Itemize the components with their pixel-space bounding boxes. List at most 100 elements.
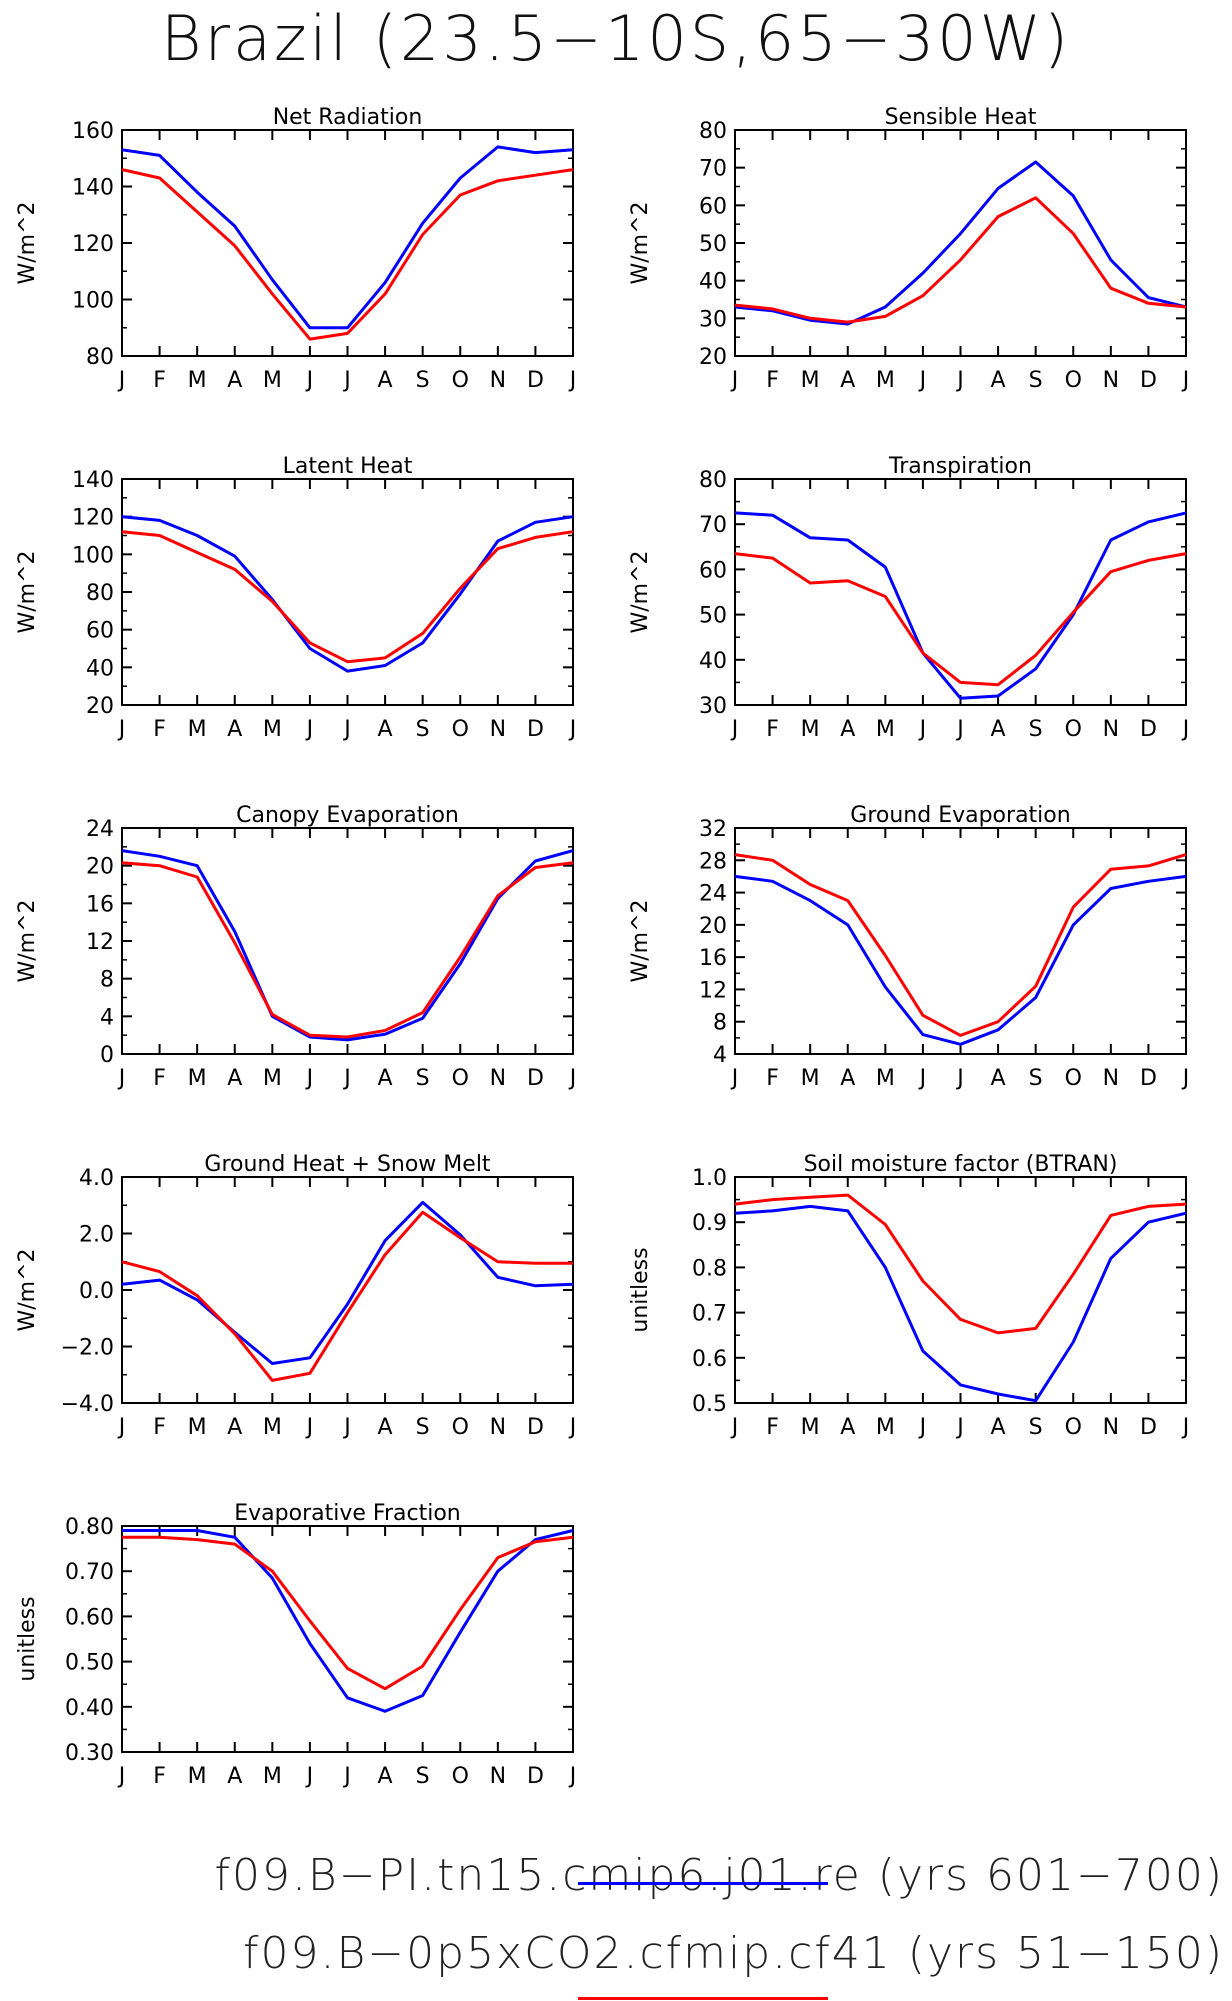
series-line-1 [121,145,574,330]
x-tick-label: J [918,717,927,742]
x-tick-label: J [1181,717,1190,742]
x-tick-label: M [801,717,820,742]
series-line-2 [121,168,574,341]
x-tick-label: J [1181,1415,1190,1440]
chart-panel-7: Ground Heat + Snow Melt W/m^2 −4.0 −2.0 0.0 2… [15,1152,576,1440]
y-tick-label: 60 [699,558,727,583]
x-tick-label: O [1065,368,1082,393]
x-tick-label: J [955,1066,964,1091]
chart-title: Canopy Evaporation [236,803,459,828]
x-tick-label: N [490,1764,506,1789]
x-tick-label: S [1029,1415,1043,1440]
x-tick-label: S [1029,1066,1043,1091]
x-tick-label: J [918,1066,927,1091]
x-tick-label: A [378,1764,393,1789]
plot-frame [734,478,1187,706]
legend-swatch-1 [578,1882,828,1885]
x-tick-label: A [991,1066,1006,1091]
x-tick-label: M [188,1764,207,1789]
x-tick-label: J [568,368,577,393]
x-tick-label: J [117,1415,126,1440]
x-tick-label: A [840,717,855,742]
y-tick-label: −4.0 [61,1392,114,1417]
y-tick-label: 140 [72,468,114,493]
x-tick-label: A [840,1415,855,1440]
y-tick-label: 20 [86,855,114,880]
y-tick-label: 0.6 [692,1347,727,1372]
x-tick-label: J [342,1415,351,1440]
x-tick-label: A [378,368,393,393]
x-tick-label: M [801,368,820,393]
series-line-1 [734,160,1187,326]
y-tick-label: 8 [100,968,114,993]
x-tick-label: S [1029,717,1043,742]
y-tick-label: 0.50 [65,1651,114,1676]
x-tick-label: A [840,368,855,393]
x-tick-label: J [305,1066,314,1091]
x-tick-label: D [1140,1066,1157,1091]
y-tick-label: 100 [72,289,114,314]
x-tick-label: A [991,717,1006,742]
plot-frame [121,129,574,357]
x-tick-label: J [305,368,314,393]
y-tick-label: 40 [86,656,114,681]
chart-panel-9: Evaporative Fraction unitless 0.30 0.40 0.50… [15,1501,576,1789]
y-tick-label: 12 [86,930,114,955]
x-tick-label: N [1103,1415,1119,1440]
x-tick-label: M [263,717,282,742]
x-tick-label: N [1103,717,1119,742]
y-tick-label: 2.0 [79,1223,114,1248]
y-tick-label: 50 [699,232,727,257]
y-tick-label: 70 [699,513,727,538]
y-tick-label: 60 [86,619,114,644]
y-tick-label: 0.5 [692,1392,727,1417]
y-tick-label: 0.80 [65,1515,114,1540]
y-tick-label: 4 [713,1043,727,1068]
x-tick-label: J [730,1066,739,1091]
x-tick-label: J [117,368,126,393]
x-tick-label: F [153,1764,166,1789]
chart-title: Sensible Heat [885,105,1037,130]
x-tick-label: J [568,1066,577,1091]
x-tick-label: D [1140,368,1157,393]
x-tick-label: O [452,717,469,742]
y-tick-label: 80 [699,119,727,144]
series-line-2 [121,530,574,664]
y-axis-label: W/m^2 [628,550,653,633]
x-tick-label: A [227,1415,242,1440]
y-axis-label: unitless [15,1596,40,1681]
y-axis-label: W/m^2 [15,899,40,982]
chart-title: Latent Heat [283,454,413,479]
y-tick-label: 0.9 [692,1211,727,1236]
y-tick-label: 0.7 [692,1302,727,1327]
series-line-1 [121,515,574,673]
x-tick-label: O [1065,1066,1082,1091]
x-tick-label: A [840,1066,855,1091]
x-tick-label: O [452,1415,469,1440]
x-tick-label: A [227,1764,242,1789]
x-tick-label: J [305,1764,314,1789]
y-axis-label: unitless [628,1247,653,1332]
x-tick-label: N [490,717,506,742]
x-tick-label: N [490,368,506,393]
page-title: Brazil (23.5−10S,65−30W) [160,2,1072,75]
y-tick-label: 70 [699,157,727,182]
legend-entry-2: f09.B−0p5xCO2.cfmip.cf41 (yrs 51−150) [243,1928,1224,1979]
plot-frame [734,1176,1187,1404]
x-tick-label: S [1029,368,1043,393]
chart-title: Ground Heat + Snow Melt [204,1152,491,1177]
x-tick-label: N [490,1066,506,1091]
y-axis-label: W/m^2 [15,201,40,284]
series-line-1 [734,511,1187,700]
x-tick-label: M [263,1066,282,1091]
x-tick-label: A [378,1066,393,1091]
x-tick-label: A [991,368,1006,393]
series-line-1 [734,874,1187,1046]
y-tick-label: 50 [699,604,727,629]
x-tick-label: M [188,1066,207,1091]
x-tick-label: J [1181,368,1190,393]
